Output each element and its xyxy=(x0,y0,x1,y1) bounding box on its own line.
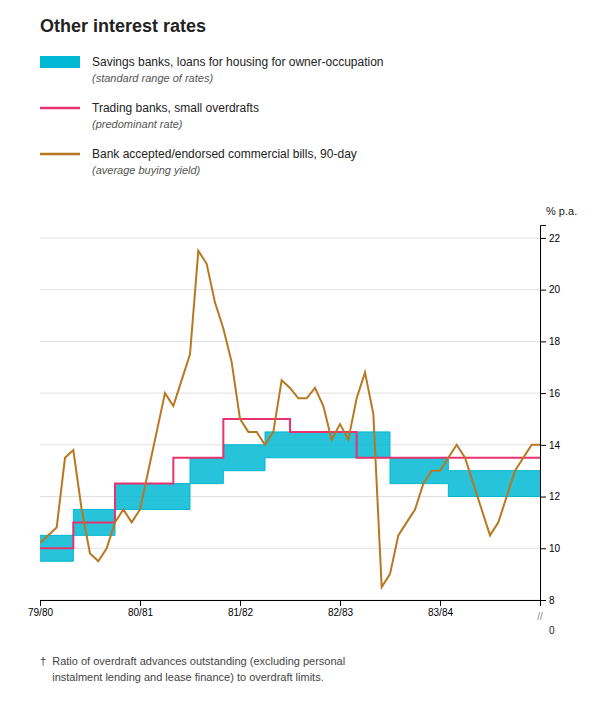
tick-mark xyxy=(240,600,241,606)
legend-description: (predominant rate) xyxy=(92,118,183,130)
tick-label: 12 xyxy=(549,491,561,502)
legend-item: Bank accepted/endorsed commercial bills,… xyxy=(40,147,357,176)
tick-label: 20 xyxy=(549,284,561,295)
tick-mark xyxy=(540,548,546,549)
tick-mark xyxy=(140,600,141,606)
legend-swatch xyxy=(40,56,80,68)
legend-description: (average buying yield) xyxy=(92,164,201,176)
legend-label: Savings banks, loans for housing for own… xyxy=(92,55,384,69)
tick: 79/80 xyxy=(28,600,53,618)
grid-line xyxy=(40,341,540,342)
legend-label: Trading banks, small overdrafts xyxy=(92,101,259,115)
line xyxy=(40,251,540,587)
tick: 80/81 xyxy=(128,600,153,618)
tick-mark xyxy=(340,600,341,606)
tick-mark xyxy=(540,238,546,239)
grid-line xyxy=(40,237,540,238)
grid-line xyxy=(40,289,540,290)
tick: 12 xyxy=(540,491,561,502)
legend: Savings banks, loans for housing for own… xyxy=(40,55,384,176)
axis-title: % p.a. xyxy=(546,205,577,217)
tick-mark xyxy=(540,290,546,291)
tick-mark xyxy=(40,600,41,606)
legend-swatch xyxy=(40,107,80,110)
tick: 22 xyxy=(540,233,561,244)
tick-mark xyxy=(440,600,441,606)
tick-label: 22 xyxy=(549,233,561,244)
tick-mark xyxy=(540,445,546,446)
chart: Other interest rates Savings banks, loans… xyxy=(0,0,600,721)
axis-line xyxy=(41,601,541,607)
tick: 18 xyxy=(540,336,561,347)
tick-label: 18 xyxy=(549,336,561,347)
tick-label: 16 xyxy=(549,388,561,399)
tick: 14 xyxy=(540,440,561,451)
footnote: instalment lending and lease finance) to… xyxy=(40,671,324,683)
grid xyxy=(40,238,540,600)
footnote: † Ratio of overdraft advances outstandin… xyxy=(40,655,345,667)
legend-label: Bank accepted/endorsed commercial bills,… xyxy=(92,147,357,161)
legend-item: Savings banks, loans for housing for own… xyxy=(40,55,384,84)
tick: 83/84 xyxy=(428,600,453,618)
tick-mark xyxy=(540,393,546,394)
tick: 10 xyxy=(540,543,561,554)
axis-line xyxy=(541,226,547,601)
line xyxy=(40,419,540,548)
y-axis: 8 10 12 14 16 18 20 22 xyxy=(540,226,561,606)
plot-area xyxy=(40,251,540,587)
tick-label: 10 xyxy=(549,543,561,554)
legend-item: Trading banks, small overdrafts (predomin… xyxy=(40,101,259,130)
tick: 16 xyxy=(540,388,561,399)
x-axis: 79/80 80/81 81/82 82/83 83/84 xyxy=(28,600,541,618)
tick: 20 xyxy=(540,284,561,295)
annotation: 0 xyxy=(549,625,555,636)
grid-line xyxy=(40,393,540,394)
legend-swatch xyxy=(40,153,80,156)
tick-mark xyxy=(540,497,546,498)
tick-label: 80/81 xyxy=(128,607,153,618)
title: Other interest rates xyxy=(40,16,206,36)
tick-label: 8 xyxy=(549,595,555,606)
legend-description: (standard range of rates) xyxy=(92,72,213,84)
tick-label: 82/83 xyxy=(328,607,353,618)
tick-label: 81/82 xyxy=(228,607,253,618)
tick-mark xyxy=(540,341,546,342)
tick: 81/82 xyxy=(228,600,253,618)
annotation: // xyxy=(537,611,543,622)
grid-line xyxy=(40,548,540,549)
tick-label: 83/84 xyxy=(428,607,453,618)
tick-label: 79/80 xyxy=(28,607,53,618)
tick-label: 14 xyxy=(549,440,561,451)
tick-mark xyxy=(540,600,546,601)
tick: 82/83 xyxy=(328,600,353,618)
tick: 8 xyxy=(540,595,555,606)
